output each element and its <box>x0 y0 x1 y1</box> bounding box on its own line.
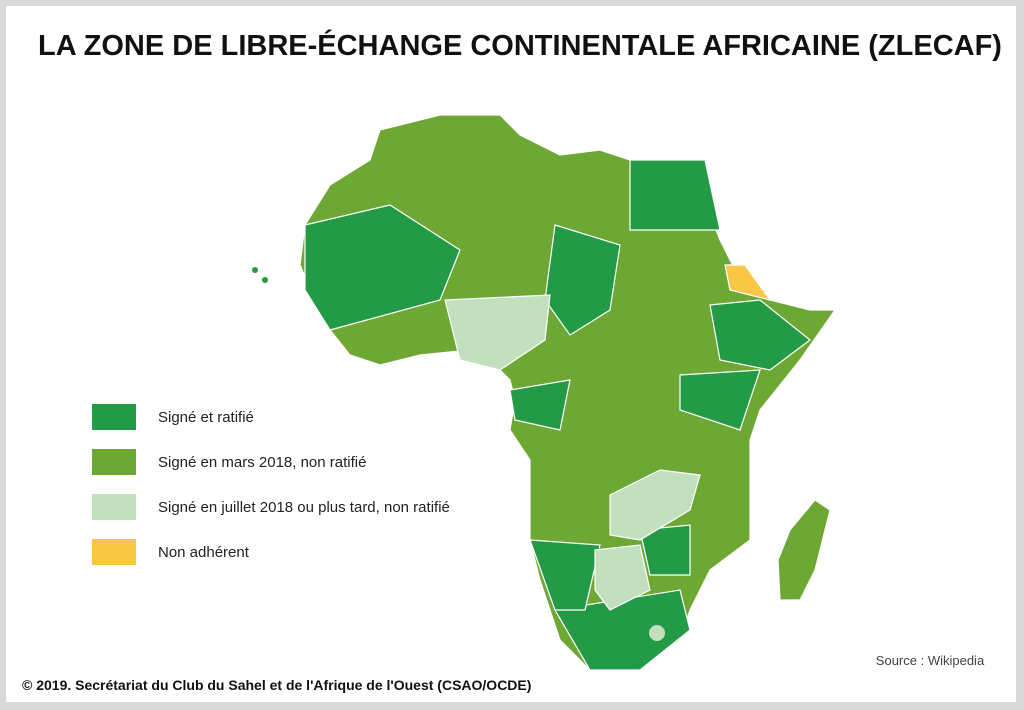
region <box>304 204 461 331</box>
legend-label: Non adhérent <box>158 544 250 561</box>
africa-map <box>252 114 837 671</box>
legend-label: Signé et ratifié <box>158 409 254 426</box>
region <box>594 544 651 611</box>
copyright: © 2019. Secrétariat du Club du Sahel et … <box>22 677 531 693</box>
region <box>444 294 551 371</box>
source: Source : Wikipedia <box>876 653 985 668</box>
legend-swatch <box>92 494 136 520</box>
region <box>609 469 701 541</box>
region <box>554 589 691 671</box>
legend-swatch <box>92 404 136 430</box>
region <box>544 224 621 336</box>
legend-swatch <box>92 449 136 475</box>
legend-swatch <box>92 539 136 565</box>
legend-label: Signé en mars 2018, non ratifié <box>158 454 366 471</box>
region <box>709 299 811 371</box>
legend: Signé et ratifié Signé en mars 2018, non … <box>92 404 450 565</box>
region <box>724 264 772 301</box>
island <box>262 277 268 283</box>
island <box>252 267 258 273</box>
legend-label: Signé en juillet 2018 ou plus tard, non … <box>158 499 450 516</box>
region <box>679 369 761 431</box>
region <box>777 499 831 601</box>
region <box>649 625 665 641</box>
region <box>529 539 601 611</box>
region <box>639 524 691 576</box>
title: LA ZONE DE LIBRE-ÉCHANGE CONTINENTALE AF… <box>38 28 1002 62</box>
region <box>509 379 571 431</box>
region <box>629 159 721 231</box>
